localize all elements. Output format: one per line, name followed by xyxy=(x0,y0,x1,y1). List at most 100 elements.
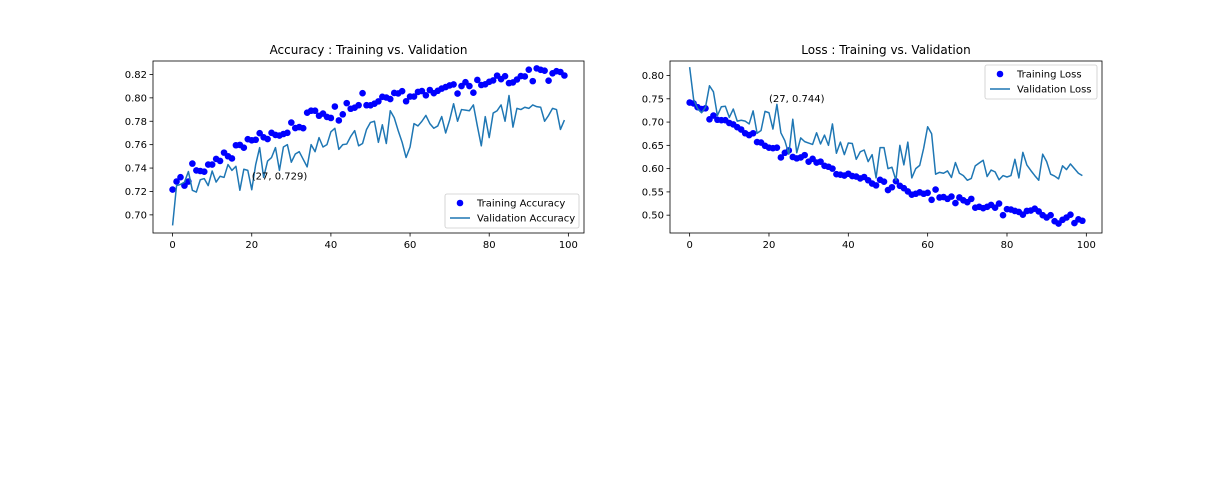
y-tick-label: 0.60 xyxy=(642,164,664,175)
data-point xyxy=(529,77,537,85)
plot-frame xyxy=(152,60,585,234)
data-point xyxy=(339,111,347,118)
data-point xyxy=(327,114,335,122)
data-point xyxy=(952,199,959,207)
x-tick-label: 80 xyxy=(1001,240,1014,251)
data-point xyxy=(545,77,552,84)
y-tick-label: 0.80 xyxy=(642,71,664,82)
data-point xyxy=(311,107,319,115)
data-point xyxy=(169,186,176,193)
x-tick-label: 40 xyxy=(325,240,338,251)
data-point xyxy=(181,182,188,189)
data-point xyxy=(470,89,477,97)
data-point xyxy=(924,189,931,197)
legend-label: Training Loss xyxy=(1016,70,1082,81)
data-point xyxy=(521,73,529,80)
legend-marker-swatch xyxy=(456,199,464,207)
data-point xyxy=(256,129,263,137)
data-point xyxy=(177,173,184,181)
data-point xyxy=(228,155,236,162)
legend-label: Validation Loss xyxy=(1017,85,1092,96)
x-tick-label: 80 xyxy=(483,240,496,251)
x-tick-label: 0 xyxy=(686,240,692,251)
data-point xyxy=(355,101,362,109)
data-point xyxy=(1079,217,1086,225)
y-tick-label: 0.50 xyxy=(642,211,664,222)
x-tick-label: 20 xyxy=(763,240,776,251)
data-point xyxy=(375,98,382,105)
data-point xyxy=(264,135,271,143)
y-tick-label: 0.75 xyxy=(642,94,664,105)
data-point xyxy=(173,178,180,185)
series-points-training-accuracy xyxy=(169,65,568,193)
legend-box xyxy=(984,64,1098,100)
x-tick-label: 100 xyxy=(1077,240,1096,251)
chart-accuracy: Accuracy : Training vs. Validation 0 20 40 6… xyxy=(125,43,585,251)
legend-marker-swatch xyxy=(996,70,1004,78)
data-point xyxy=(773,144,781,151)
y-tick-label: 0.74 xyxy=(125,164,147,175)
legend-label: Training Accuracy xyxy=(476,199,565,210)
chart-loss: Loss : Training vs. Validation 0 20 40 60 80 1… xyxy=(642,43,1103,251)
plot-frame xyxy=(669,60,1103,234)
y-tick-label: 0.78 xyxy=(125,117,147,128)
series-line-validation-accuracy xyxy=(171,94,566,226)
data-point xyxy=(398,87,406,95)
data-point xyxy=(454,90,461,97)
data-point xyxy=(749,129,757,137)
data-point xyxy=(801,151,808,159)
annotation-label: (27, 0.744) xyxy=(769,94,825,105)
data-point xyxy=(892,177,900,185)
data-point xyxy=(189,160,196,167)
y-tick-label: 0.80 xyxy=(125,93,147,104)
x-tick-label: 40 xyxy=(842,240,855,251)
data-point xyxy=(501,72,509,80)
legend: Training Loss Validation Loss xyxy=(984,64,1098,100)
data-point xyxy=(561,72,568,79)
y-tick-label: 0.55 xyxy=(642,187,664,198)
chart-title: Loss : Training vs. Validation xyxy=(801,43,970,57)
data-point xyxy=(948,193,955,200)
y-tick-label: 0.82 xyxy=(125,70,147,81)
data-point xyxy=(359,89,366,97)
data-point xyxy=(450,81,457,88)
x-tick-label: 60 xyxy=(921,240,934,251)
data-point xyxy=(216,157,224,165)
data-point xyxy=(422,91,430,99)
data-point xyxy=(474,76,481,84)
legend: Training Accuracy Validation Accuracy xyxy=(444,193,580,229)
data-point xyxy=(331,103,339,110)
data-point xyxy=(817,158,824,165)
data-point xyxy=(284,129,291,137)
data-point xyxy=(1067,211,1074,219)
data-point xyxy=(208,161,216,168)
legend-label: Validation Accuracy xyxy=(477,214,575,225)
data-point xyxy=(489,77,497,84)
data-point xyxy=(932,186,939,193)
data-point xyxy=(1047,211,1054,219)
data-point xyxy=(288,119,295,126)
data-point xyxy=(710,112,717,119)
data-point xyxy=(525,66,533,73)
data-point xyxy=(928,196,935,204)
series-line-validation-loss xyxy=(688,67,1083,182)
data-point xyxy=(410,93,418,100)
data-point xyxy=(888,183,896,191)
data-point xyxy=(995,200,1003,207)
annotation-label: (27, 0.729) xyxy=(252,172,308,183)
data-point xyxy=(252,136,259,144)
chart-title: Accuracy : Training vs. Validation xyxy=(270,43,468,57)
data-point xyxy=(872,182,880,189)
x-tick-label: 100 xyxy=(559,240,578,251)
y-tick-label: 0.65 xyxy=(642,141,664,152)
data-point xyxy=(967,195,975,203)
data-point xyxy=(418,87,426,95)
y-tick-label: 0.76 xyxy=(125,140,147,151)
y-tick-label: 0.70 xyxy=(125,210,147,221)
data-point xyxy=(829,165,836,172)
data-point xyxy=(402,97,410,105)
data-point xyxy=(299,124,307,132)
data-point xyxy=(777,154,785,161)
data-point xyxy=(200,168,208,175)
